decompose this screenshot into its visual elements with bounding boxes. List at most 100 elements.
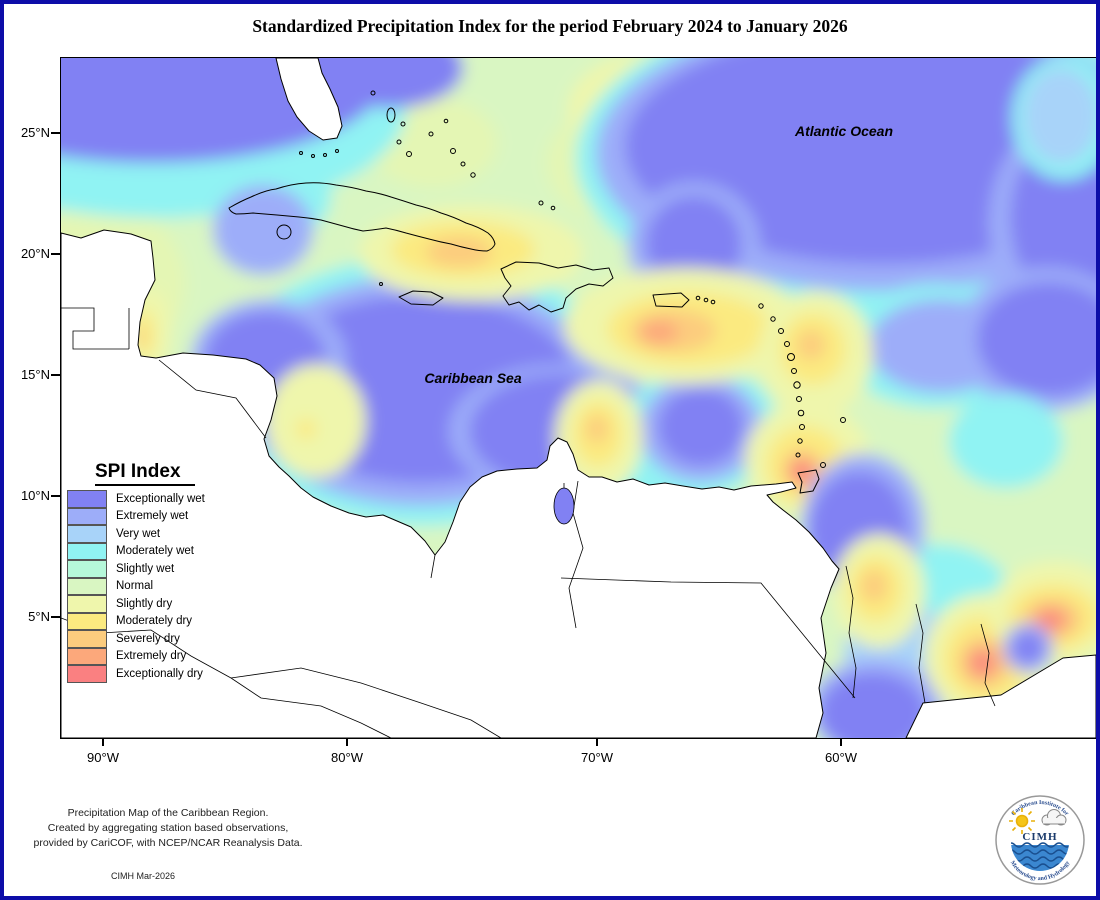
legend-swatch — [67, 595, 107, 613]
spi-field-blob — [213, 185, 313, 275]
barbados — [840, 417, 846, 423]
lon-tick — [596, 738, 598, 746]
trinidad-outline — [797, 469, 820, 494]
map-canvas: Atlantic Ocean Caribbean Sea — [60, 57, 1097, 739]
lon-label: 90°W — [87, 750, 119, 765]
legend-swatch — [67, 665, 107, 683]
tobago-outline — [820, 462, 826, 468]
islands — [228, 90, 846, 494]
legend-label: Extremely dry — [116, 650, 187, 663]
atlantic-ocean-label: Atlantic Ocean — [794, 123, 893, 139]
lon-tick — [102, 738, 104, 746]
lat-tick — [51, 253, 60, 255]
footer-note: Precipitation Map of the Caribbean Regio… — [18, 806, 318, 851]
spi-field-blob — [640, 320, 678, 344]
florida-keys — [299, 149, 339, 158]
legend-label: Exceptionally dry — [116, 667, 203, 680]
legend-label: Moderately dry — [116, 615, 193, 628]
spi-legend: SPI Index Exceptionally wet Extremely wet… — [67, 461, 205, 683]
credit-stamp: CIMH Mar-2026 — [110, 871, 175, 881]
country-borders — [61, 307, 996, 738]
puerto-rico-outline — [652, 292, 690, 308]
legend-item: Very wet — [67, 525, 205, 543]
legend-swatch — [67, 525, 107, 543]
legend-label: Moderately wet — [116, 545, 194, 558]
legend-label: Normal — [116, 580, 154, 593]
isla-juventud-outline — [276, 224, 292, 240]
legend-item: Exceptionally wet — [67, 490, 205, 508]
virgin-islands — [695, 295, 716, 305]
legend-item: Slightly dry — [67, 595, 205, 613]
legend-item: Slightly wet — [67, 560, 205, 578]
legend-label: Severely dry — [116, 632, 180, 645]
legend-swatch — [67, 507, 107, 525]
lat-label: 5°N — [28, 609, 50, 624]
lon-label: 70°W — [581, 750, 613, 765]
spi-field-blob — [1023, 68, 1096, 164]
lat-label: 15°N — [20, 367, 50, 382]
footer-line-3: provided by CariCOF, with NCEP/NCAR Rean… — [33, 837, 303, 849]
lon-label: 80°W — [331, 750, 363, 765]
legend-swatch — [67, 647, 107, 665]
lat-label: 20°N — [20, 246, 50, 261]
spi-field-blob — [586, 415, 608, 443]
spi-field-blob — [861, 570, 887, 602]
lat-tick — [51, 374, 60, 376]
sun-icon — [1009, 808, 1035, 834]
spi-field-blob — [973, 654, 991, 672]
spi-field-blob — [977, 282, 1096, 396]
legend-swatch — [67, 542, 107, 560]
legend-item: Moderately wet — [67, 542, 205, 560]
lat-label: 10°N — [20, 488, 50, 503]
legend-label: Very wet — [116, 527, 161, 540]
footer-line-2: Created by aggregating station based obs… — [47, 822, 289, 834]
lake-maracaibo — [553, 483, 575, 525]
spi-field-blob — [1040, 613, 1060, 627]
brazil-corner-land — [905, 654, 1096, 738]
legend-item: Exceptionally dry — [67, 665, 205, 683]
spi-field-blob — [820, 673, 926, 738]
legend-label: Exceptionally wet — [116, 492, 205, 505]
spi-map-svg: Atlantic Ocean Caribbean Sea — [61, 58, 1096, 738]
spi-field-blob — [646, 196, 742, 292]
legend-label: Slightly wet — [116, 562, 175, 575]
central-south-america-land — [61, 229, 840, 738]
legend-item: Severely dry — [67, 630, 205, 648]
legend-items: Exceptionally wet Extremely wet Very wet Mo… — [67, 490, 205, 683]
legend-swatch — [67, 490, 107, 508]
legend-item: Normal — [67, 577, 205, 595]
spi-field-blob — [319, 58, 463, 108]
hispaniola-outline — [500, 261, 614, 313]
legend-item: Moderately dry — [67, 612, 205, 630]
legend-swatch — [67, 630, 107, 648]
cuba-outline — [228, 182, 496, 252]
lat-tick — [51, 495, 60, 497]
legend-title: SPI Index — [95, 461, 195, 486]
bahamas — [370, 90, 556, 211]
lat-tick — [51, 132, 60, 134]
legend-label: Slightly dry — [116, 597, 173, 610]
footer-line-1: Precipitation Map of the Caribbean Regio… — [67, 807, 269, 819]
lon-label: 60°W — [825, 750, 857, 765]
cimh-logo-svg: Caribbean Institute for Meteorology and … — [995, 795, 1085, 885]
legend-item: Extremely dry — [67, 647, 205, 665]
spi-field-blob — [1012, 632, 1044, 664]
lon-tick — [346, 738, 348, 746]
legend-item: Extremely wet — [67, 507, 205, 525]
spi-field-blob — [658, 388, 744, 466]
jamaica-outline — [398, 290, 444, 306]
lat-label: 25°N — [20, 125, 50, 140]
florida-land — [275, 58, 343, 141]
logo-name: CIMH — [1022, 831, 1057, 843]
cimh-logo: Caribbean Institute for Meteorology and … — [993, 793, 1087, 887]
legend-label: Extremely wet — [116, 510, 189, 523]
lesser-antilles — [758, 303, 846, 458]
cloud-icon — [1041, 809, 1067, 826]
caribbean-sea-label: Caribbean Sea — [424, 370, 521, 386]
lon-tick — [840, 738, 842, 746]
map-title: Standardized Precipitation Index for the… — [252, 16, 848, 36]
lat-tick — [51, 616, 60, 618]
spi-field-blob — [797, 330, 825, 360]
cayman — [379, 282, 383, 286]
